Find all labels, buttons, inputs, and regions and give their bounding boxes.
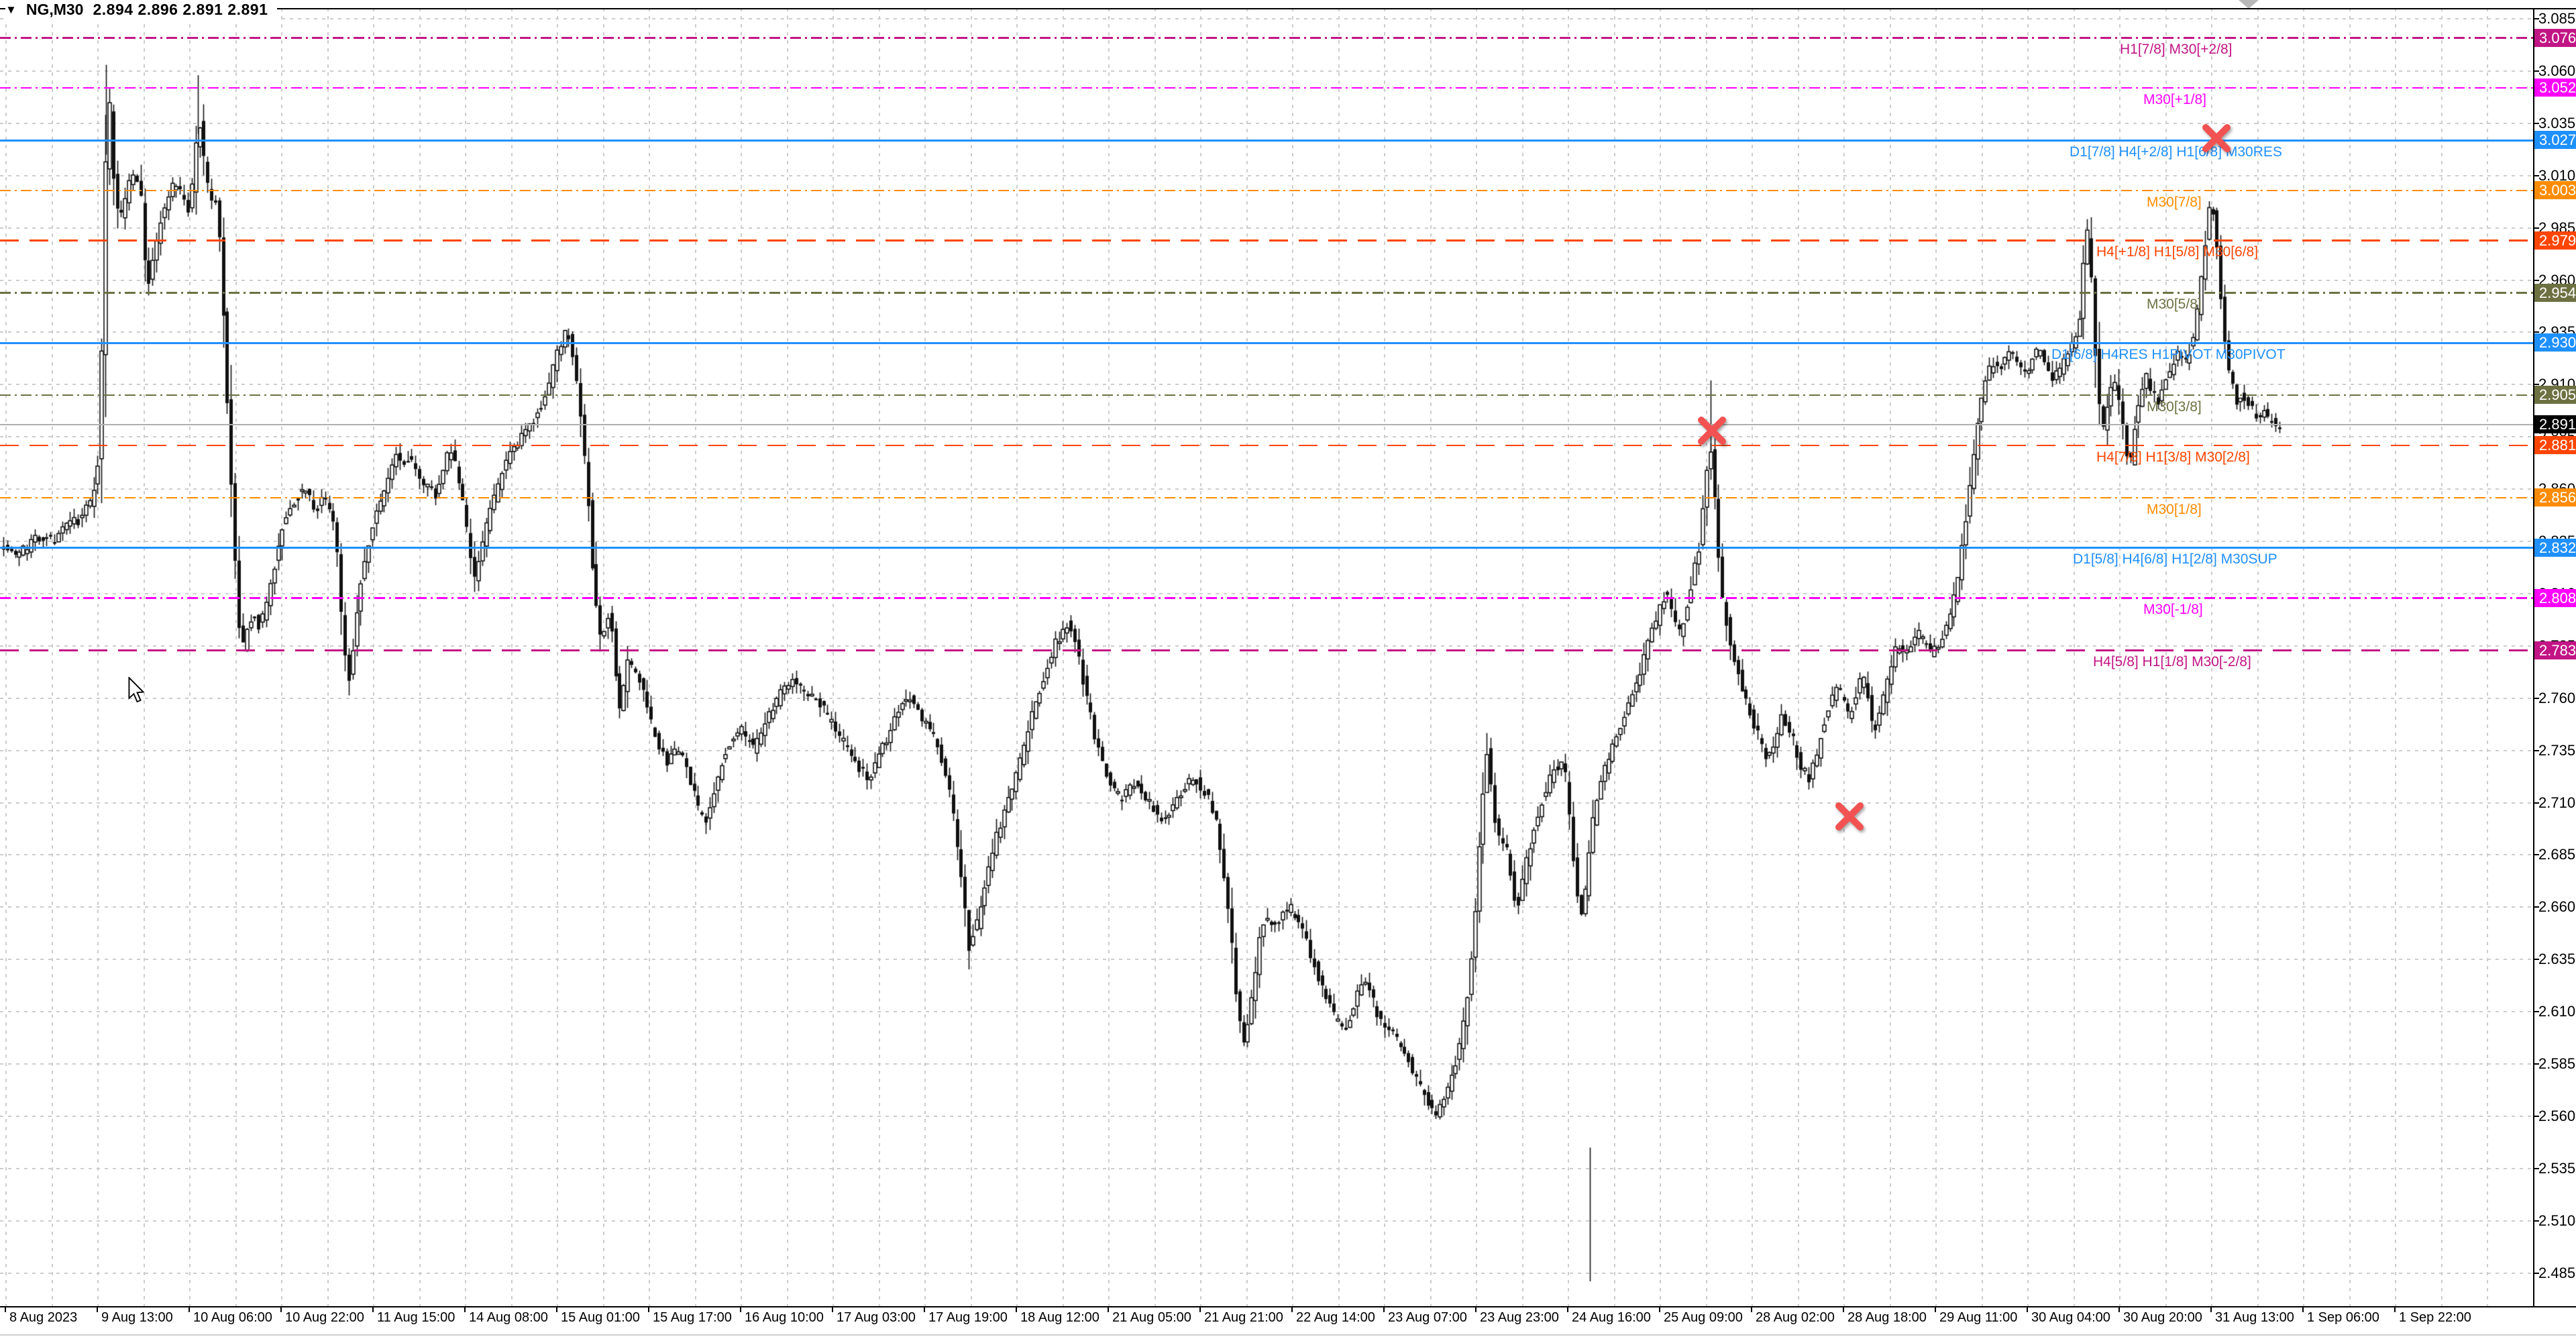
mouse-cursor-icon xyxy=(128,677,144,703)
level-line[interactable] xyxy=(0,292,2533,294)
level-price-badge: 3.052 xyxy=(2534,78,2576,97)
dropdown-triangle-icon[interactable]: ▼ xyxy=(5,3,17,16)
level-label: D1[5/8] H4[6/8] H1[2/8] M30SUP xyxy=(2073,551,2277,568)
cross-mark[interactable] xyxy=(1695,413,1729,448)
level-line[interactable] xyxy=(0,189,2533,191)
level-price-badge: 2.954 xyxy=(2534,283,2576,302)
level-price-badge: 3.003 xyxy=(2534,181,2576,199)
cross-mark[interactable] xyxy=(2199,121,2234,156)
chart-bottom-border xyxy=(0,1306,2576,1307)
level-line[interactable] xyxy=(0,87,2533,89)
level-line[interactable] xyxy=(0,597,2533,599)
level-line[interactable] xyxy=(0,239,2533,242)
level-line[interactable] xyxy=(0,496,2533,499)
level-price-badge: 2.979 xyxy=(2534,231,2576,250)
chart-title-bar[interactable]: ▼ NG,M30 2.894 2.896 2.891 2.891 xyxy=(5,1,278,20)
level-label: D1[6/8] H4RES H1PIVOT M30PIVOT xyxy=(2051,346,2286,362)
level-price-badge: 3.027 xyxy=(2534,131,2576,150)
level-line[interactable] xyxy=(0,341,2533,344)
level-line[interactable] xyxy=(0,37,2533,39)
level-price-badge: 3.076 xyxy=(2534,28,2576,47)
level-label: H1[7/8] M30[+2/8] xyxy=(2120,42,2233,58)
level-label: M30[1/8] xyxy=(2147,501,2202,517)
level-label: D1[7/8] H4[+2/8] H1[6/8] M30RES xyxy=(2070,144,2282,160)
level-line[interactable] xyxy=(0,139,2533,142)
symbol-period-label: NG,M30 xyxy=(25,1,84,18)
level-price-badge: 2.808 xyxy=(2534,588,2576,607)
level-price-badge: 2.856 xyxy=(2534,488,2576,507)
current-price-line xyxy=(0,423,2533,425)
level-price-badge: 2.905 xyxy=(2534,386,2576,405)
level-label: M30[+1/8] xyxy=(2143,91,2206,107)
level-line[interactable] xyxy=(0,547,2533,549)
level-label: H4[+1/8] H1[5/8] M30[6/8] xyxy=(2096,244,2259,260)
level-price-badge: 2.832 xyxy=(2534,538,2576,557)
level-line[interactable] xyxy=(0,649,2533,651)
chart-shift-marker-icon xyxy=(2239,0,2259,9)
chart-top-border xyxy=(0,8,2576,9)
level-line[interactable] xyxy=(0,394,2533,396)
level-label: M30[-1/8] xyxy=(2143,602,2203,618)
ohlc-values: 2.894 2.896 2.891 2.891 xyxy=(93,1,268,18)
level-line[interactable] xyxy=(0,444,2533,447)
level-label: M30[5/8] xyxy=(2147,297,2202,313)
level-price-badge: 2.783 xyxy=(2534,641,2576,659)
current-price-badge: 2.891 xyxy=(2534,415,2576,433)
level-label: H4[7/8] H1[3/8] M30[2/8] xyxy=(2096,449,2250,465)
level-label: M30[7/8] xyxy=(2147,194,2202,210)
level-price-badge: 2.930 xyxy=(2534,333,2576,352)
level-label: H4[5/8] H1[1/8] M30[-2/8] xyxy=(2093,654,2251,670)
level-label: M30[3/8] xyxy=(2147,398,2202,415)
cross-mark[interactable] xyxy=(1832,799,1867,834)
level-price-badge: 2.881 xyxy=(2534,436,2576,455)
plot-right-border xyxy=(2533,8,2534,1307)
